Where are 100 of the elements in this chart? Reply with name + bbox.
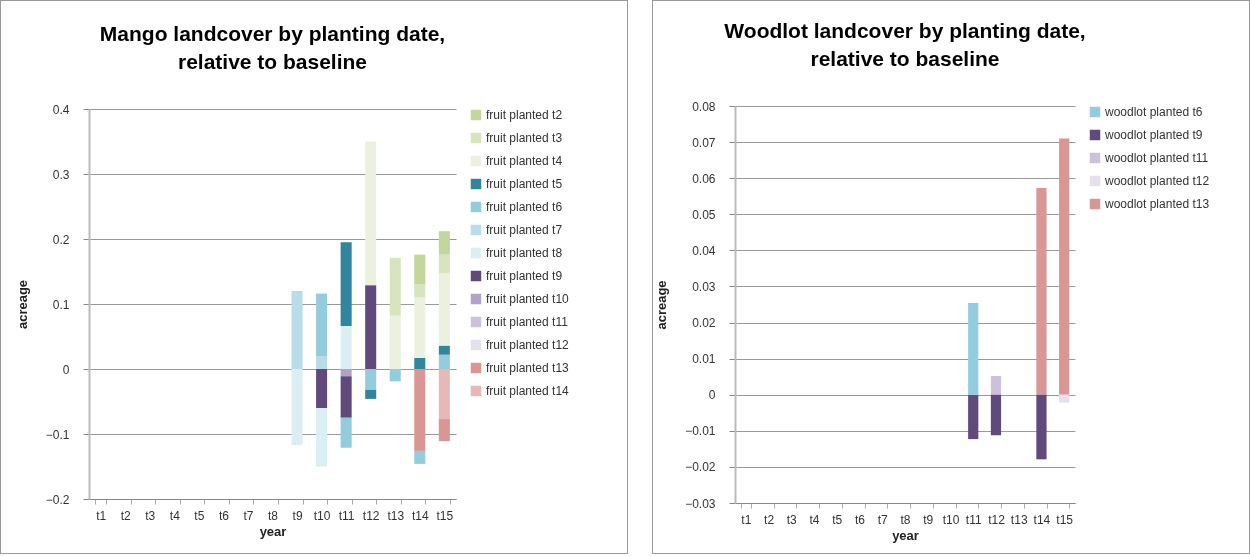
bar: [340, 417, 352, 448]
y-tick-label: −0.2: [45, 492, 70, 507]
x-tick-label: t15: [1056, 512, 1074, 527]
legend-label: fruit planted t11: [486, 315, 569, 329]
bar: [365, 285, 377, 369]
y-tick-label: 0.02: [692, 316, 716, 331]
x-tick-label: t8: [900, 512, 911, 527]
y-tick-label: 0.07: [692, 135, 716, 150]
legend-label: fruit planted t8: [486, 246, 563, 260]
bar: [414, 357, 426, 369]
bar: [438, 419, 450, 442]
bar: [990, 394, 1002, 436]
x-tick-label: t12: [362, 508, 380, 523]
x-tick-label: t8: [267, 508, 279, 523]
legend-label: fruit planted t9: [486, 269, 563, 283]
x-tick-label: t11: [338, 508, 355, 523]
x-tick-label: t12: [988, 512, 1006, 527]
x-tick-label: t2: [120, 508, 132, 523]
x-tick-label: t7: [243, 508, 254, 523]
y-tick-label: 0.05: [692, 207, 716, 222]
bar: [365, 141, 377, 286]
bar: [340, 369, 352, 377]
x-axis-title: year: [259, 523, 287, 539]
bar: [414, 284, 426, 298]
bar: [340, 326, 352, 369]
legend-label: fruit planted t3: [486, 131, 563, 145]
bar: [389, 315, 401, 369]
x-tick-label: t7: [877, 512, 889, 527]
legend-label: fruit planted t13: [486, 361, 570, 375]
x-tick-label: t5: [194, 508, 205, 523]
bar: [438, 254, 450, 274]
legend-label: fruit planted t6: [486, 200, 563, 214]
x-tick-label: t13: [387, 508, 405, 523]
bar: [316, 408, 328, 467]
bar: [1036, 187, 1047, 395]
bar: [438, 369, 450, 420]
x-tick-label: t9: [923, 512, 934, 527]
bar: [291, 291, 303, 369]
bar: [291, 369, 303, 446]
x-tick-label: t10: [313, 508, 331, 523]
bar: [1036, 394, 1047, 460]
bar: [365, 389, 377, 399]
x-tick-label: t11: [965, 512, 982, 527]
x-tick-label: t13: [1010, 512, 1028, 527]
chart-title: Mango landcover by planting date, relative to baseline: [99, 22, 446, 73]
legend-label: fruit planted t12: [486, 338, 570, 352]
bar: [414, 297, 426, 358]
legend-label: woodlot planted t11: [1104, 151, 1209, 165]
x-tick-label: t14: [1033, 512, 1051, 527]
x-tick-label: t3: [145, 508, 156, 523]
x-tick-label: t14: [411, 508, 429, 523]
bar: [990, 375, 1002, 395]
bar: [438, 345, 450, 355]
bar: [414, 369, 426, 451]
legend-label: woodlot planted t13: [1104, 197, 1210, 211]
y-tick-label: 0.08: [692, 99, 716, 114]
bar: [438, 354, 450, 369]
y-tick-label: 0: [62, 362, 70, 377]
bar: [365, 369, 377, 390]
legend-label: woodlot planted t9: [1104, 128, 1203, 142]
y-axis-title: acreage: [654, 280, 670, 330]
x-tick-label: t6: [855, 512, 866, 527]
legend-label: fruit planted t14: [486, 384, 570, 398]
x-tick-label: t9: [292, 508, 303, 523]
x-axis-title: year: [892, 527, 919, 543]
y-tick-label: 0.3: [52, 167, 70, 182]
y-tick-label: −0.02: [685, 460, 716, 475]
x-tick-label: t10: [942, 512, 960, 527]
x-tick-label: t15: [436, 508, 454, 523]
y-tick-label: 0.04: [692, 243, 716, 258]
chart-title: Woodlot landcover by planting date, relative to baseline: [724, 19, 1086, 70]
legend-label: fruit planted t10: [486, 292, 570, 306]
bar: [316, 293, 328, 356]
y-tick-label: 0.06: [692, 171, 716, 186]
x-tick-label: t3: [786, 512, 798, 527]
bar: [1059, 138, 1070, 395]
y-tick-label: 0.2: [52, 232, 70, 247]
legend-label: fruit planted t4: [486, 154, 563, 168]
bar: [316, 369, 328, 408]
y-tick-label: −0.03: [685, 496, 716, 511]
bar: [968, 394, 979, 440]
legend-label: fruit planted t5: [486, 177, 563, 191]
legend-label: woodlot planted t12: [1104, 174, 1210, 188]
x-tick-label: t2: [764, 512, 775, 527]
legend-label: fruit planted t7: [486, 223, 563, 237]
bar: [340, 242, 352, 327]
x-tick-label: t1: [741, 512, 752, 527]
y-tick-label: 0.1: [52, 297, 70, 312]
legend-label: woodlot planted t6: [1104, 105, 1203, 119]
bar: [389, 257, 401, 316]
bar: [389, 369, 401, 382]
y-axis-title: acreage: [14, 279, 30, 330]
y-tick-label: −0.01: [685, 424, 716, 439]
bar: [414, 254, 426, 285]
x-tick-label: t4: [169, 508, 181, 523]
x-tick-label: t6: [218, 508, 230, 523]
bar: [438, 231, 450, 255]
x-tick-label: t5: [832, 512, 843, 527]
x-tick-label: t1: [96, 508, 107, 523]
y-tick-label: −0.1: [45, 427, 70, 442]
